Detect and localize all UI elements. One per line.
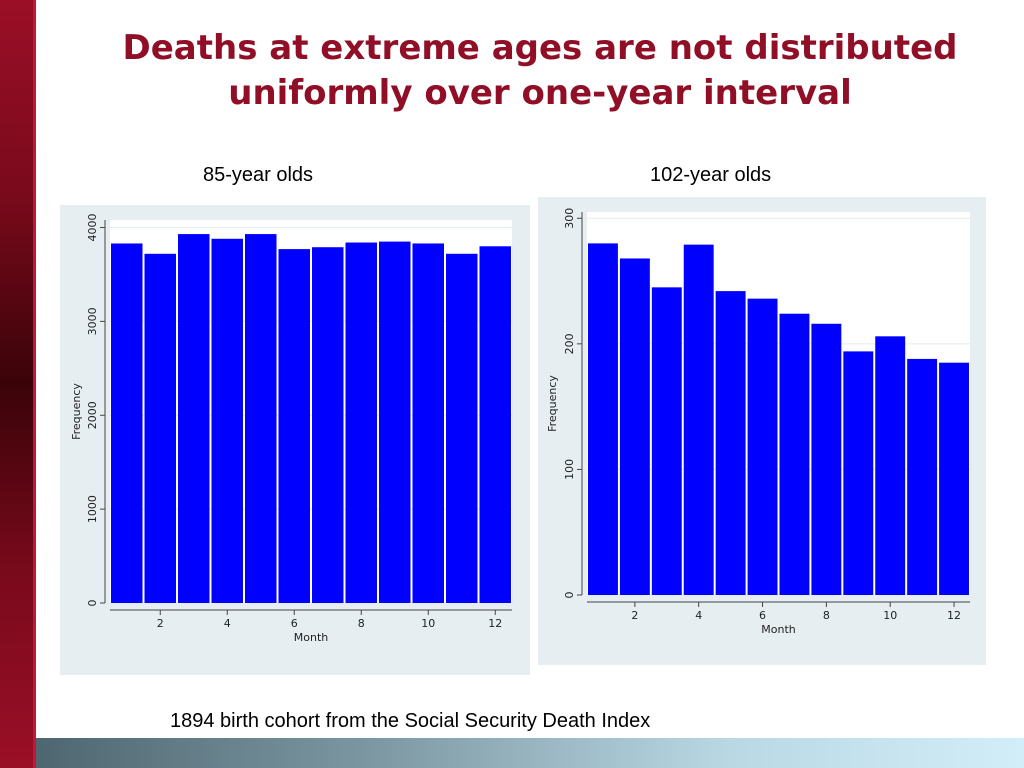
y-axis-title: Frequency <box>546 375 559 432</box>
plot-area <box>587 212 970 595</box>
bar-month-11 <box>907 358 938 595</box>
bar-month-7 <box>312 247 344 604</box>
x-tick-label: 4 <box>695 609 702 622</box>
x-axis-title: Month <box>761 623 796 636</box>
side-accent-bar <box>0 0 36 768</box>
bar-month-8 <box>811 323 842 595</box>
bar-month-10 <box>412 243 444 603</box>
chart-panel-85-year-olds: 2 4 6 8 10 12 0 1000 2000 3000 4000 Month Frequency <box>60 205 530 675</box>
x-tick-label: 10 <box>883 609 897 622</box>
y-tick-label: 300 <box>563 208 576 229</box>
x-tick-label: 2 <box>631 609 638 622</box>
histogram-85-year-olds: 2 4 6 8 10 12 0 1000 2000 3000 4000 Month Frequency <box>70 214 512 644</box>
y-tick-label: 200 <box>563 333 576 354</box>
x-axis-title: Month <box>294 631 329 644</box>
bar-month-10 <box>875 336 906 595</box>
y-tick-label: 0 <box>86 600 99 607</box>
bar-month-1 <box>588 243 618 596</box>
bar-month-1 <box>111 243 143 603</box>
bar-month-7 <box>779 313 810 595</box>
side-accent-edge <box>33 0 36 768</box>
y-tick-label: 2000 <box>86 401 99 429</box>
x-tick-label: 6 <box>291 617 298 630</box>
histogram-102-year-olds: 2 4 6 8 10 12 0 100 200 300 Month Frequency <box>546 208 970 636</box>
x-tick-label: 8 <box>358 617 365 630</box>
y-tick-label: 4000 <box>86 214 99 242</box>
slide-title-line-1: Deaths at extreme ages are not distribut… <box>122 28 958 68</box>
x-tick-label: 6 <box>759 609 766 622</box>
bar-month-5 <box>245 234 277 604</box>
bar-month-4 <box>683 244 714 596</box>
footnote-source: 1894 birth cohort from the Social Securi… <box>170 710 651 732</box>
x-tick-label: 4 <box>224 617 231 630</box>
bar-month-11 <box>446 253 478 603</box>
bar-month-9 <box>379 241 411 603</box>
x-tick-label: 12 <box>488 617 502 630</box>
bar-month-4 <box>211 238 243 603</box>
x-tick-label: 8 <box>823 609 830 622</box>
bar-month-12 <box>479 246 511 604</box>
bar-month-12 <box>939 362 969 595</box>
bar-month-5 <box>715 291 746 595</box>
bar-month-8 <box>345 242 377 603</box>
bar-month-2 <box>144 253 176 603</box>
bar-month-3 <box>178 234 210 604</box>
y-tick-label: 0 <box>563 592 576 599</box>
bottom-gradient-band <box>36 738 1024 768</box>
slide-title-line-2: uniformly over one-year interval <box>228 73 852 113</box>
chart-panel-102-year-olds: 2 4 6 8 10 12 0 100 200 300 Month Frequency <box>538 197 986 665</box>
chart-title-85-year-olds: 85-year olds <box>203 164 314 186</box>
y-tick-label: 1000 <box>86 495 99 523</box>
bar-month-2 <box>619 258 650 595</box>
y-tick-label: 3000 <box>86 307 99 335</box>
bar-month-3 <box>651 287 682 595</box>
y-tick-label: 100 <box>563 459 576 480</box>
x-tick-label: 10 <box>421 617 435 630</box>
bar-month-6 <box>278 249 310 603</box>
x-tick-label: 2 <box>157 617 164 630</box>
slide-title: Deaths at extreme ages are not distribut… <box>60 26 1020 116</box>
bar-month-6 <box>747 298 778 595</box>
x-tick-label: 12 <box>947 609 961 622</box>
bar-month-9 <box>843 351 874 595</box>
y-axis-title: Frequency <box>70 383 83 440</box>
plot-area <box>110 220 512 603</box>
chart-title-102-year-olds: 102-year olds <box>650 164 772 186</box>
